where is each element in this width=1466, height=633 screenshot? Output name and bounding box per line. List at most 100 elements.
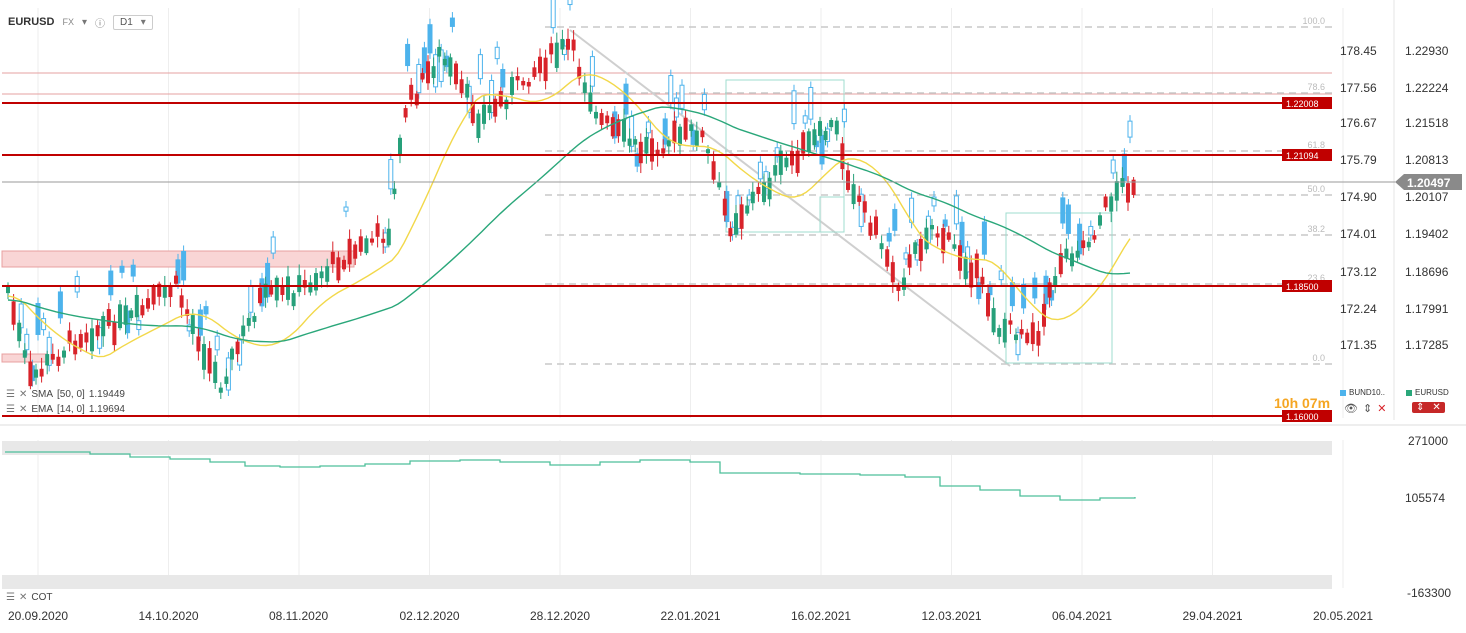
candle-body [851,184,856,205]
reorder-icon[interactable]: ⇕ [1362,403,1373,415]
exchange-label: FX [62,17,74,27]
close-icon[interactable]: ✕ [1432,402,1441,413]
cot-line [5,451,1136,501]
candle-body [274,277,279,301]
bund-candle [203,306,209,315]
candle-body [319,271,324,279]
candle-body [504,99,509,110]
candle-body [862,201,867,213]
candle-body [963,256,968,280]
level-tag-label: 1.21094 [1286,151,1319,161]
candle-body [286,276,290,300]
candle-body [879,243,884,250]
candle-body [364,238,369,254]
eurusd-controls: ⇕ ✕ [1412,402,1445,413]
candle-body [633,139,638,145]
candle-body [650,138,654,162]
candle-body [17,322,22,342]
close-icon[interactable]: ✕ [18,389,28,400]
candle-body [818,121,822,136]
cot-axis-label: -163300 [1407,586,1451,600]
candle-body [924,227,929,250]
candle-body [750,191,755,204]
close-icon[interactable]: ✕ [18,404,28,415]
x-axis-label: 08.11.2020 [269,609,328,623]
axis-eurusd-label: 1.17285 [1405,338,1449,352]
close-icon[interactable]: ✕ [18,592,28,603]
candle-body [151,286,156,305]
candle-body [790,151,794,166]
indicator-ema-name: EMA [31,404,54,415]
candle-body [1064,248,1069,259]
series-controls[interactable]: ⇕ ✕ [1412,402,1445,413]
candle-body [185,309,190,316]
indicator-sma-name: SMA [31,389,54,400]
legend-bund[interactable]: BUND10.. [1340,388,1385,397]
info-icon[interactable]: ⓘ [95,18,105,30]
candle-body [907,254,912,268]
axis-bund-label: 177.56 [1340,81,1377,95]
bund-controls: 👁 ⇕ ✕ [1344,402,1386,415]
candle-body [1075,250,1080,258]
bund-candle [645,121,651,134]
candle-body [801,132,806,154]
list-icon[interactable]: ☰ [6,404,15,415]
reorder-icon[interactable]: ⇕ [1416,402,1425,413]
candle-body [1036,330,1041,346]
timeframe-select[interactable]: D1 ▾ [113,14,153,30]
chart-header: EURUSD FX ▾ ⓘ D1 ▾ [8,12,153,32]
candle-body [218,387,223,393]
level-tag [1282,149,1332,161]
bund-candle [388,159,394,190]
legend-swatch [1406,389,1412,396]
candle-body [577,66,582,79]
box-annotation [1005,212,1113,364]
list-icon[interactable]: ☰ [6,592,15,603]
candle-body [459,79,464,94]
eye-icon[interactable]: 👁 [1344,403,1358,415]
indicator-cot[interactable]: ☰ ✕ COT [6,592,52,603]
list-icon[interactable]: ☰ [6,389,15,400]
legend-eurusd[interactable]: EURUSD [1406,388,1449,397]
candle-body [28,361,33,387]
candle-body [426,61,430,84]
candle-body [605,115,610,124]
bund-candle [1032,277,1038,299]
candle-body [134,294,139,318]
indicator-sma[interactable]: ☰ ✕ SMA [50, 0] 1.19449 [6,389,125,400]
candle-body [739,204,744,229]
candle-body [230,348,234,360]
candle-body [454,63,458,85]
candle-body [196,336,201,352]
candle-body [420,73,425,80]
candle-body [1114,181,1119,201]
x-axis-label: 22.01.2021 [661,609,721,623]
bund-candle [108,270,114,296]
close-icon[interactable]: ✕ [1377,403,1387,415]
x-axis-label: 14.10.2020 [139,609,199,623]
candle-body [241,325,246,337]
bund-candle [197,309,203,336]
candle-body [263,283,268,298]
symbol-label[interactable]: EURUSD [8,16,55,28]
bund-candle [1121,153,1127,182]
candle-body [846,170,850,190]
level-tag-label: 1.18500 [1286,282,1319,292]
candle-countdown: 10h 07m [1274,395,1331,411]
x-axis-label: 28.12.2020 [530,609,590,623]
axis-bund-label: 178.45 [1340,44,1377,58]
sma50-line [7,106,1131,343]
dropdown-caret-icon[interactable]: ▾ [81,16,87,28]
candle-body [6,286,10,294]
candle-body [302,279,307,288]
candle-body [414,93,419,106]
indicator-ema[interactable]: ☰ ✕ EMA [14, 0] 1.19694 [6,404,125,415]
candle-body [829,120,834,128]
bund-candle [421,47,427,73]
candle-body [773,165,778,176]
bund-candle [903,252,909,260]
candle-body [325,266,330,282]
candle-body [129,310,134,319]
candle-body [700,130,705,138]
